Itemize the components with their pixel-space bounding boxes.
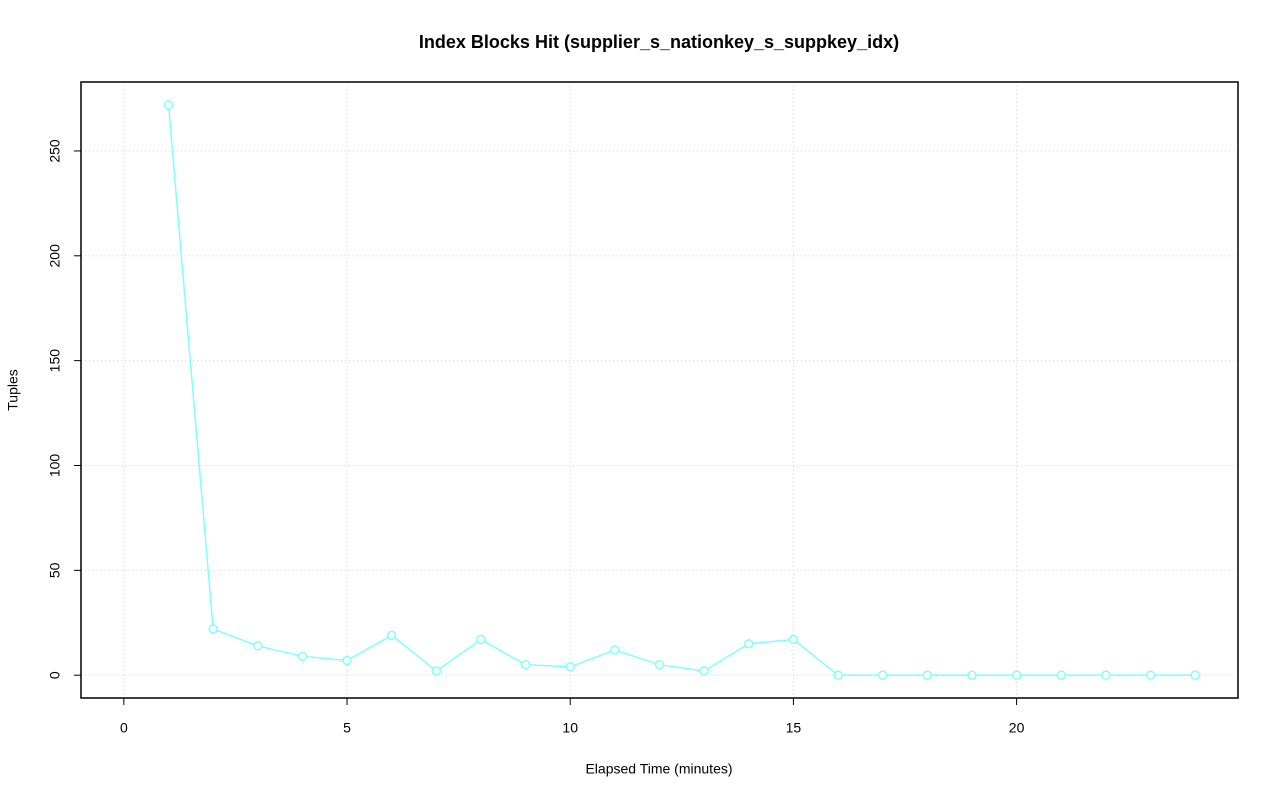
x-tick-label: 5 — [343, 720, 351, 736]
point — [833, 670, 843, 680]
point — [1190, 670, 1200, 680]
point — [163, 100, 174, 110]
line — [167, 104, 1196, 676]
point — [610, 645, 620, 655]
point — [476, 634, 486, 645]
point — [342, 655, 352, 666]
point — [565, 662, 575, 672]
point — [1011, 670, 1022, 680]
y-tick-label: 250 — [47, 139, 63, 163]
y-axis-label: Tuples — [5, 369, 21, 411]
point — [699, 666, 709, 676]
x-tick-label: 0 — [120, 720, 128, 736]
point — [297, 651, 308, 662]
y-tick-label: 50 — [47, 562, 63, 578]
point — [208, 624, 218, 634]
y-tick-label: 100 — [47, 454, 63, 478]
point — [253, 641, 263, 651]
y-tick-label: 0 — [47, 671, 63, 679]
point — [877, 670, 888, 680]
point — [744, 638, 754, 649]
x-tick-label: 15 — [786, 720, 802, 736]
x-tick-label: 20 — [1009, 720, 1025, 736]
x-tick-label: 10 — [562, 720, 578, 736]
point — [654, 659, 665, 670]
x-axis-label: Elapsed Time (minutes) — [585, 761, 732, 777]
point — [520, 659, 531, 670]
chart-title: Index Blocks Hit (supplier_s_nationkey_s… — [419, 32, 899, 52]
plot-frame — [80, 81, 1239, 699]
point — [1101, 670, 1111, 680]
point — [386, 630, 397, 641]
point — [922, 670, 933, 680]
y-tick-label: 150 — [47, 349, 63, 373]
point — [967, 670, 977, 680]
point — [788, 634, 799, 645]
y-tick-label: 200 — [47, 244, 63, 268]
point — [1145, 670, 1156, 680]
point — [1056, 670, 1066, 680]
point — [431, 666, 442, 676]
